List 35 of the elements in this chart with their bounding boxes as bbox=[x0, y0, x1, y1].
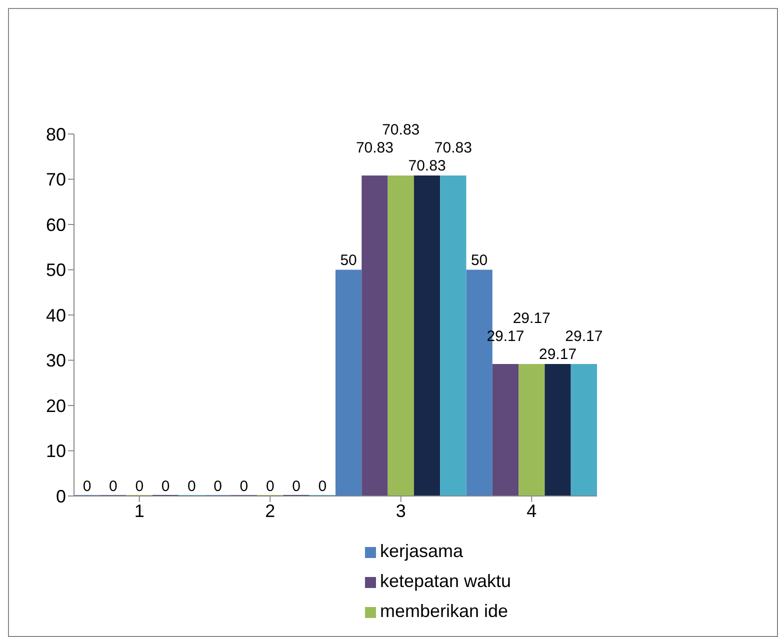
legend-label: ketepatan waktu bbox=[380, 571, 512, 591]
data-label: 50 bbox=[470, 252, 488, 269]
data-label: 29.17 bbox=[565, 328, 603, 346]
x-tick-label: 1 bbox=[134, 500, 144, 521]
y-tick-label: 0 bbox=[56, 486, 66, 506]
data-label: 0 bbox=[135, 478, 144, 495]
x-tick-label: 2 bbox=[265, 500, 276, 521]
y-tick-label: 70 bbox=[46, 170, 66, 190]
y-tick-label: 60 bbox=[46, 214, 66, 235]
x-tick-label: 3 bbox=[396, 500, 406, 521]
data-label: 0 bbox=[109, 478, 118, 495]
y-tick-label: 50 bbox=[46, 260, 66, 280]
y-tick-label: 30 bbox=[46, 350, 66, 371]
data-label: 70.83 bbox=[408, 157, 446, 174]
data-label: 0 bbox=[318, 478, 327, 495]
data-label: 0 bbox=[292, 478, 300, 495]
data-label: 0 bbox=[266, 478, 274, 495]
data-label: 70.83 bbox=[356, 139, 394, 156]
legend-label: memberikan ide bbox=[380, 601, 508, 621]
data-label: 29.17 bbox=[539, 346, 577, 364]
data-label: 0 bbox=[82, 478, 92, 495]
data-label: 70.83 bbox=[434, 139, 472, 156]
data-label: 70.83 bbox=[382, 121, 420, 138]
data-label: 0 bbox=[240, 478, 248, 495]
data-label: 50 bbox=[340, 252, 357, 269]
y-tick-label: 10 bbox=[46, 441, 66, 462]
data-label: 0 bbox=[161, 478, 170, 495]
data-label: 0 bbox=[188, 478, 196, 495]
x-tick-label: 4 bbox=[526, 500, 537, 521]
y-tick-label: 20 bbox=[46, 396, 66, 416]
y-tick-label: 80 bbox=[46, 124, 66, 144]
data-label: 0 bbox=[214, 478, 222, 495]
data-label: 29.17 bbox=[512, 310, 550, 328]
legend-label: kerjasama bbox=[380, 541, 463, 561]
y-tick-label: 40 bbox=[46, 305, 66, 326]
